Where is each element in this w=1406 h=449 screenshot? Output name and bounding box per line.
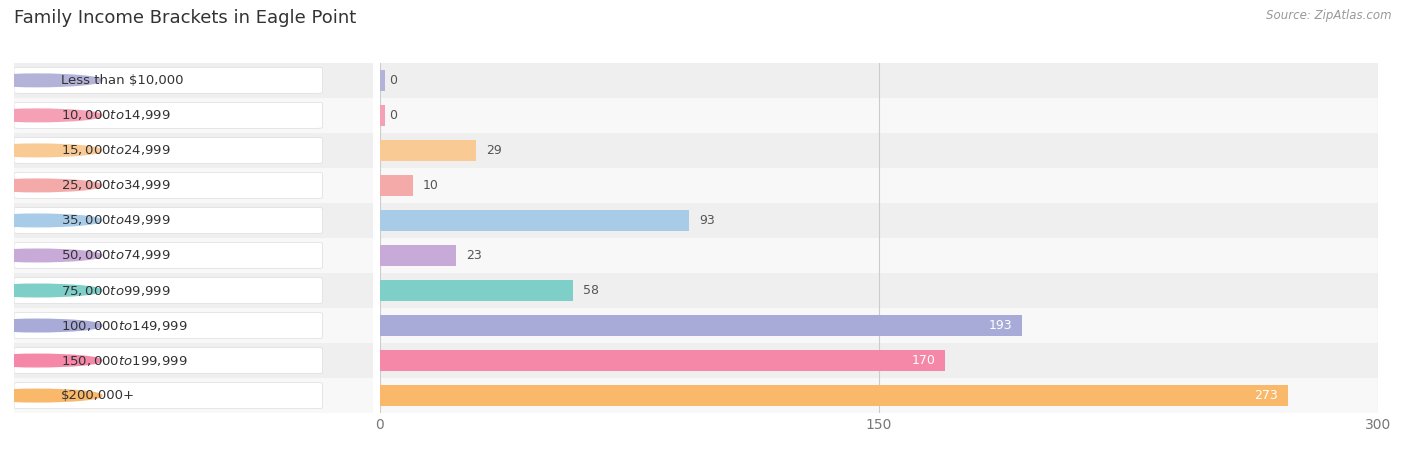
Bar bbox=[46, 168, 1406, 203]
Text: $50,000 to $74,999: $50,000 to $74,999 bbox=[60, 248, 170, 263]
Bar bbox=[46, 98, 1406, 133]
Bar bbox=[0, 308, 1406, 343]
Text: $200,000+: $200,000+ bbox=[60, 389, 135, 402]
Text: 273: 273 bbox=[1254, 389, 1278, 402]
Text: $75,000 to $99,999: $75,000 to $99,999 bbox=[60, 283, 170, 298]
Text: 10: 10 bbox=[423, 179, 439, 192]
Bar bbox=[380, 245, 456, 266]
FancyBboxPatch shape bbox=[14, 348, 322, 374]
Circle shape bbox=[0, 249, 101, 262]
Bar bbox=[0, 378, 1406, 413]
Circle shape bbox=[0, 179, 101, 192]
Bar bbox=[0, 133, 1406, 168]
Circle shape bbox=[0, 214, 101, 227]
Bar bbox=[380, 105, 385, 126]
Circle shape bbox=[0, 284, 101, 297]
Bar bbox=[46, 273, 1406, 308]
Text: $100,000 to $149,999: $100,000 to $149,999 bbox=[60, 318, 187, 333]
Text: 23: 23 bbox=[467, 249, 482, 262]
Text: $35,000 to $49,999: $35,000 to $49,999 bbox=[60, 213, 170, 228]
FancyBboxPatch shape bbox=[14, 383, 322, 409]
Circle shape bbox=[0, 389, 101, 402]
Text: Source: ZipAtlas.com: Source: ZipAtlas.com bbox=[1267, 9, 1392, 22]
Bar bbox=[380, 385, 1288, 406]
Bar bbox=[380, 175, 413, 196]
Bar bbox=[0, 168, 1406, 203]
Bar bbox=[46, 308, 1406, 343]
Bar bbox=[46, 203, 1406, 238]
Text: Less than $10,000: Less than $10,000 bbox=[60, 74, 183, 87]
Text: 58: 58 bbox=[582, 284, 599, 297]
FancyBboxPatch shape bbox=[14, 277, 322, 304]
FancyBboxPatch shape bbox=[14, 137, 322, 163]
Bar bbox=[46, 378, 1406, 413]
Text: $25,000 to $34,999: $25,000 to $34,999 bbox=[60, 178, 170, 193]
Bar bbox=[0, 63, 1406, 98]
Bar bbox=[380, 70, 385, 91]
Text: 29: 29 bbox=[486, 144, 502, 157]
FancyBboxPatch shape bbox=[14, 207, 322, 233]
Bar bbox=[46, 238, 1406, 273]
Bar bbox=[0, 98, 1406, 133]
Text: $15,000 to $24,999: $15,000 to $24,999 bbox=[60, 143, 170, 158]
Text: $10,000 to $14,999: $10,000 to $14,999 bbox=[60, 108, 170, 123]
Bar bbox=[46, 63, 1406, 98]
Bar bbox=[380, 280, 572, 301]
FancyBboxPatch shape bbox=[14, 313, 322, 339]
Circle shape bbox=[0, 319, 101, 332]
Bar bbox=[380, 140, 477, 161]
FancyBboxPatch shape bbox=[14, 172, 322, 198]
Text: 0: 0 bbox=[389, 74, 398, 87]
Text: Family Income Brackets in Eagle Point: Family Income Brackets in Eagle Point bbox=[14, 9, 356, 27]
FancyBboxPatch shape bbox=[14, 102, 322, 128]
FancyBboxPatch shape bbox=[14, 242, 322, 269]
FancyBboxPatch shape bbox=[14, 67, 322, 93]
Bar bbox=[0, 273, 1406, 308]
Bar bbox=[0, 238, 1406, 273]
Text: 193: 193 bbox=[988, 319, 1012, 332]
Text: 170: 170 bbox=[911, 354, 935, 367]
Circle shape bbox=[0, 354, 101, 367]
Text: $150,000 to $199,999: $150,000 to $199,999 bbox=[60, 353, 187, 368]
Circle shape bbox=[0, 74, 101, 87]
Bar bbox=[46, 343, 1406, 378]
Bar bbox=[0, 203, 1406, 238]
Bar bbox=[380, 315, 1022, 336]
Circle shape bbox=[0, 144, 101, 157]
Bar bbox=[380, 350, 945, 371]
Bar bbox=[0, 343, 1406, 378]
Circle shape bbox=[0, 109, 101, 122]
Bar bbox=[46, 133, 1406, 168]
Bar bbox=[380, 210, 689, 231]
Text: 93: 93 bbox=[699, 214, 714, 227]
Text: 0: 0 bbox=[389, 109, 398, 122]
